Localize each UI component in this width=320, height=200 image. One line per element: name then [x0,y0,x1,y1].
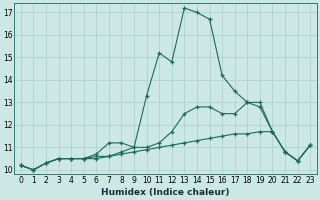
X-axis label: Humidex (Indice chaleur): Humidex (Indice chaleur) [101,188,230,197]
